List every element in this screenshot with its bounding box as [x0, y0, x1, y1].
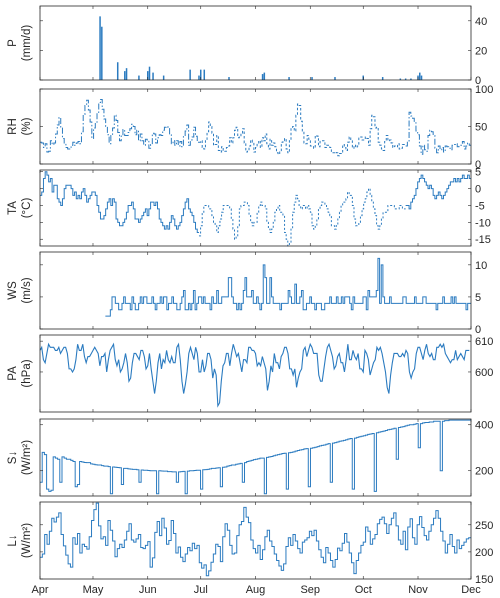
panel-frame [39, 251, 472, 330]
y-axis-unit: (°C) [21, 198, 33, 219]
bar [162, 75, 165, 80]
panel-rh: 0 50 100 RH (%) [7, 84, 493, 171]
y-axis-name: P [7, 39, 19, 47]
bar [399, 78, 402, 80]
y-axis-name: RH [7, 118, 19, 135]
y-tick-label: 100 [475, 84, 493, 96]
bar [138, 75, 140, 80]
y-tick-label: 0 [475, 324, 481, 336]
y-tick-label: -10 [475, 217, 491, 229]
y-tick-label: 50 [475, 122, 487, 134]
panel-frame [39, 88, 472, 165]
panel-pa: 600 610 PA (hPa) [7, 334, 493, 413]
y-tick-label: 400 [475, 420, 493, 432]
series-line [405, 174, 471, 210]
panel-p: 0 20 40 P (mm/d) [7, 5, 487, 87]
y-axis-unit: (%) [21, 117, 33, 135]
bar [263, 72, 266, 80]
bar [99, 16, 101, 80]
y-axis-unit: (W/m²) [21, 523, 33, 558]
x-tick-label: Nov [408, 584, 428, 596]
bar [419, 72, 421, 80]
panel-frame [39, 169, 472, 247]
series-line [105, 257, 471, 317]
y-axis-name: TA [7, 201, 19, 215]
y-tick-label: 600 [475, 367, 493, 379]
y-tick-label: -15 [475, 234, 491, 246]
bar [288, 77, 290, 80]
y-axis-unit: (mm/d) [21, 25, 33, 62]
bar [199, 69, 202, 80]
y-axis-unit: (W/m²) [21, 440, 33, 475]
series-line [40, 419, 471, 495]
panel-ws: 0 5 10 WS (m/s) [7, 251, 487, 336]
bar [125, 68, 128, 80]
bar [420, 75, 423, 80]
x-tick-label: Apr [31, 584, 48, 596]
y-tick-label: 0 [475, 184, 481, 196]
bar [203, 69, 206, 80]
bar [410, 78, 412, 80]
bar [198, 75, 200, 80]
bar [189, 69, 191, 80]
y-tick-label: 5 [475, 167, 481, 179]
bar [404, 78, 407, 80]
y-tick-label: 200 [475, 466, 493, 478]
series-line [198, 188, 406, 247]
y-tick-label: 40 [475, 16, 487, 28]
bar [116, 62, 119, 80]
x-tick-label: May [83, 584, 104, 596]
y-tick-label: 610 [475, 336, 493, 348]
panel-s: 200 400 S↓ (W/m²) [7, 418, 493, 497]
y-axis-unit: (hPa) [21, 359, 33, 387]
y-tick-label: 5 [475, 292, 481, 304]
y-tick-label: 20 [475, 45, 487, 57]
bar [311, 77, 313, 80]
y-axis-name: L↓ [7, 534, 19, 546]
x-tick-label: Jun [139, 584, 157, 596]
bar [334, 77, 336, 80]
y-tick-label: 200 [475, 547, 493, 559]
bar [152, 72, 154, 80]
y-axis-unit: (m/s) [21, 277, 33, 303]
bar [261, 74, 264, 80]
bar [124, 71, 126, 80]
y-tick-label: 0 [475, 159, 481, 171]
bar [228, 77, 230, 80]
series-line [39, 342, 470, 408]
series-line [405, 111, 471, 155]
y-tick-label: -5 [475, 200, 485, 212]
y-tick-label: 0 [475, 75, 481, 87]
bar [381, 77, 384, 80]
y-axis-name: WS [7, 281, 19, 300]
panel-frame [39, 501, 472, 580]
bar [147, 71, 149, 80]
panel-ta: -15 -10 -5 0 5 TA (°C) [7, 167, 491, 247]
series-line [198, 103, 406, 157]
series-line [40, 99, 199, 153]
panel-frame [39, 5, 472, 81]
series-line [40, 171, 199, 233]
x-tick-label: Jul [194, 584, 208, 596]
x-tick-label: Dec [461, 584, 481, 596]
y-tick-label: 10 [475, 260, 487, 272]
series-line [40, 502, 471, 577]
y-tick-label: 150 [475, 574, 493, 586]
panel-frame [39, 334, 472, 413]
bar [101, 26, 103, 80]
bar [148, 66, 151, 80]
y-axis-name: S↓ [7, 451, 19, 464]
x-tick-label: Oct [355, 584, 372, 596]
x-tick-label: Sep [300, 584, 320, 596]
y-axis-name: PA [7, 366, 19, 381]
x-tick-label: Aug [246, 584, 266, 596]
y-tick-label: 250 [475, 520, 493, 532]
panel-frame [39, 418, 472, 497]
